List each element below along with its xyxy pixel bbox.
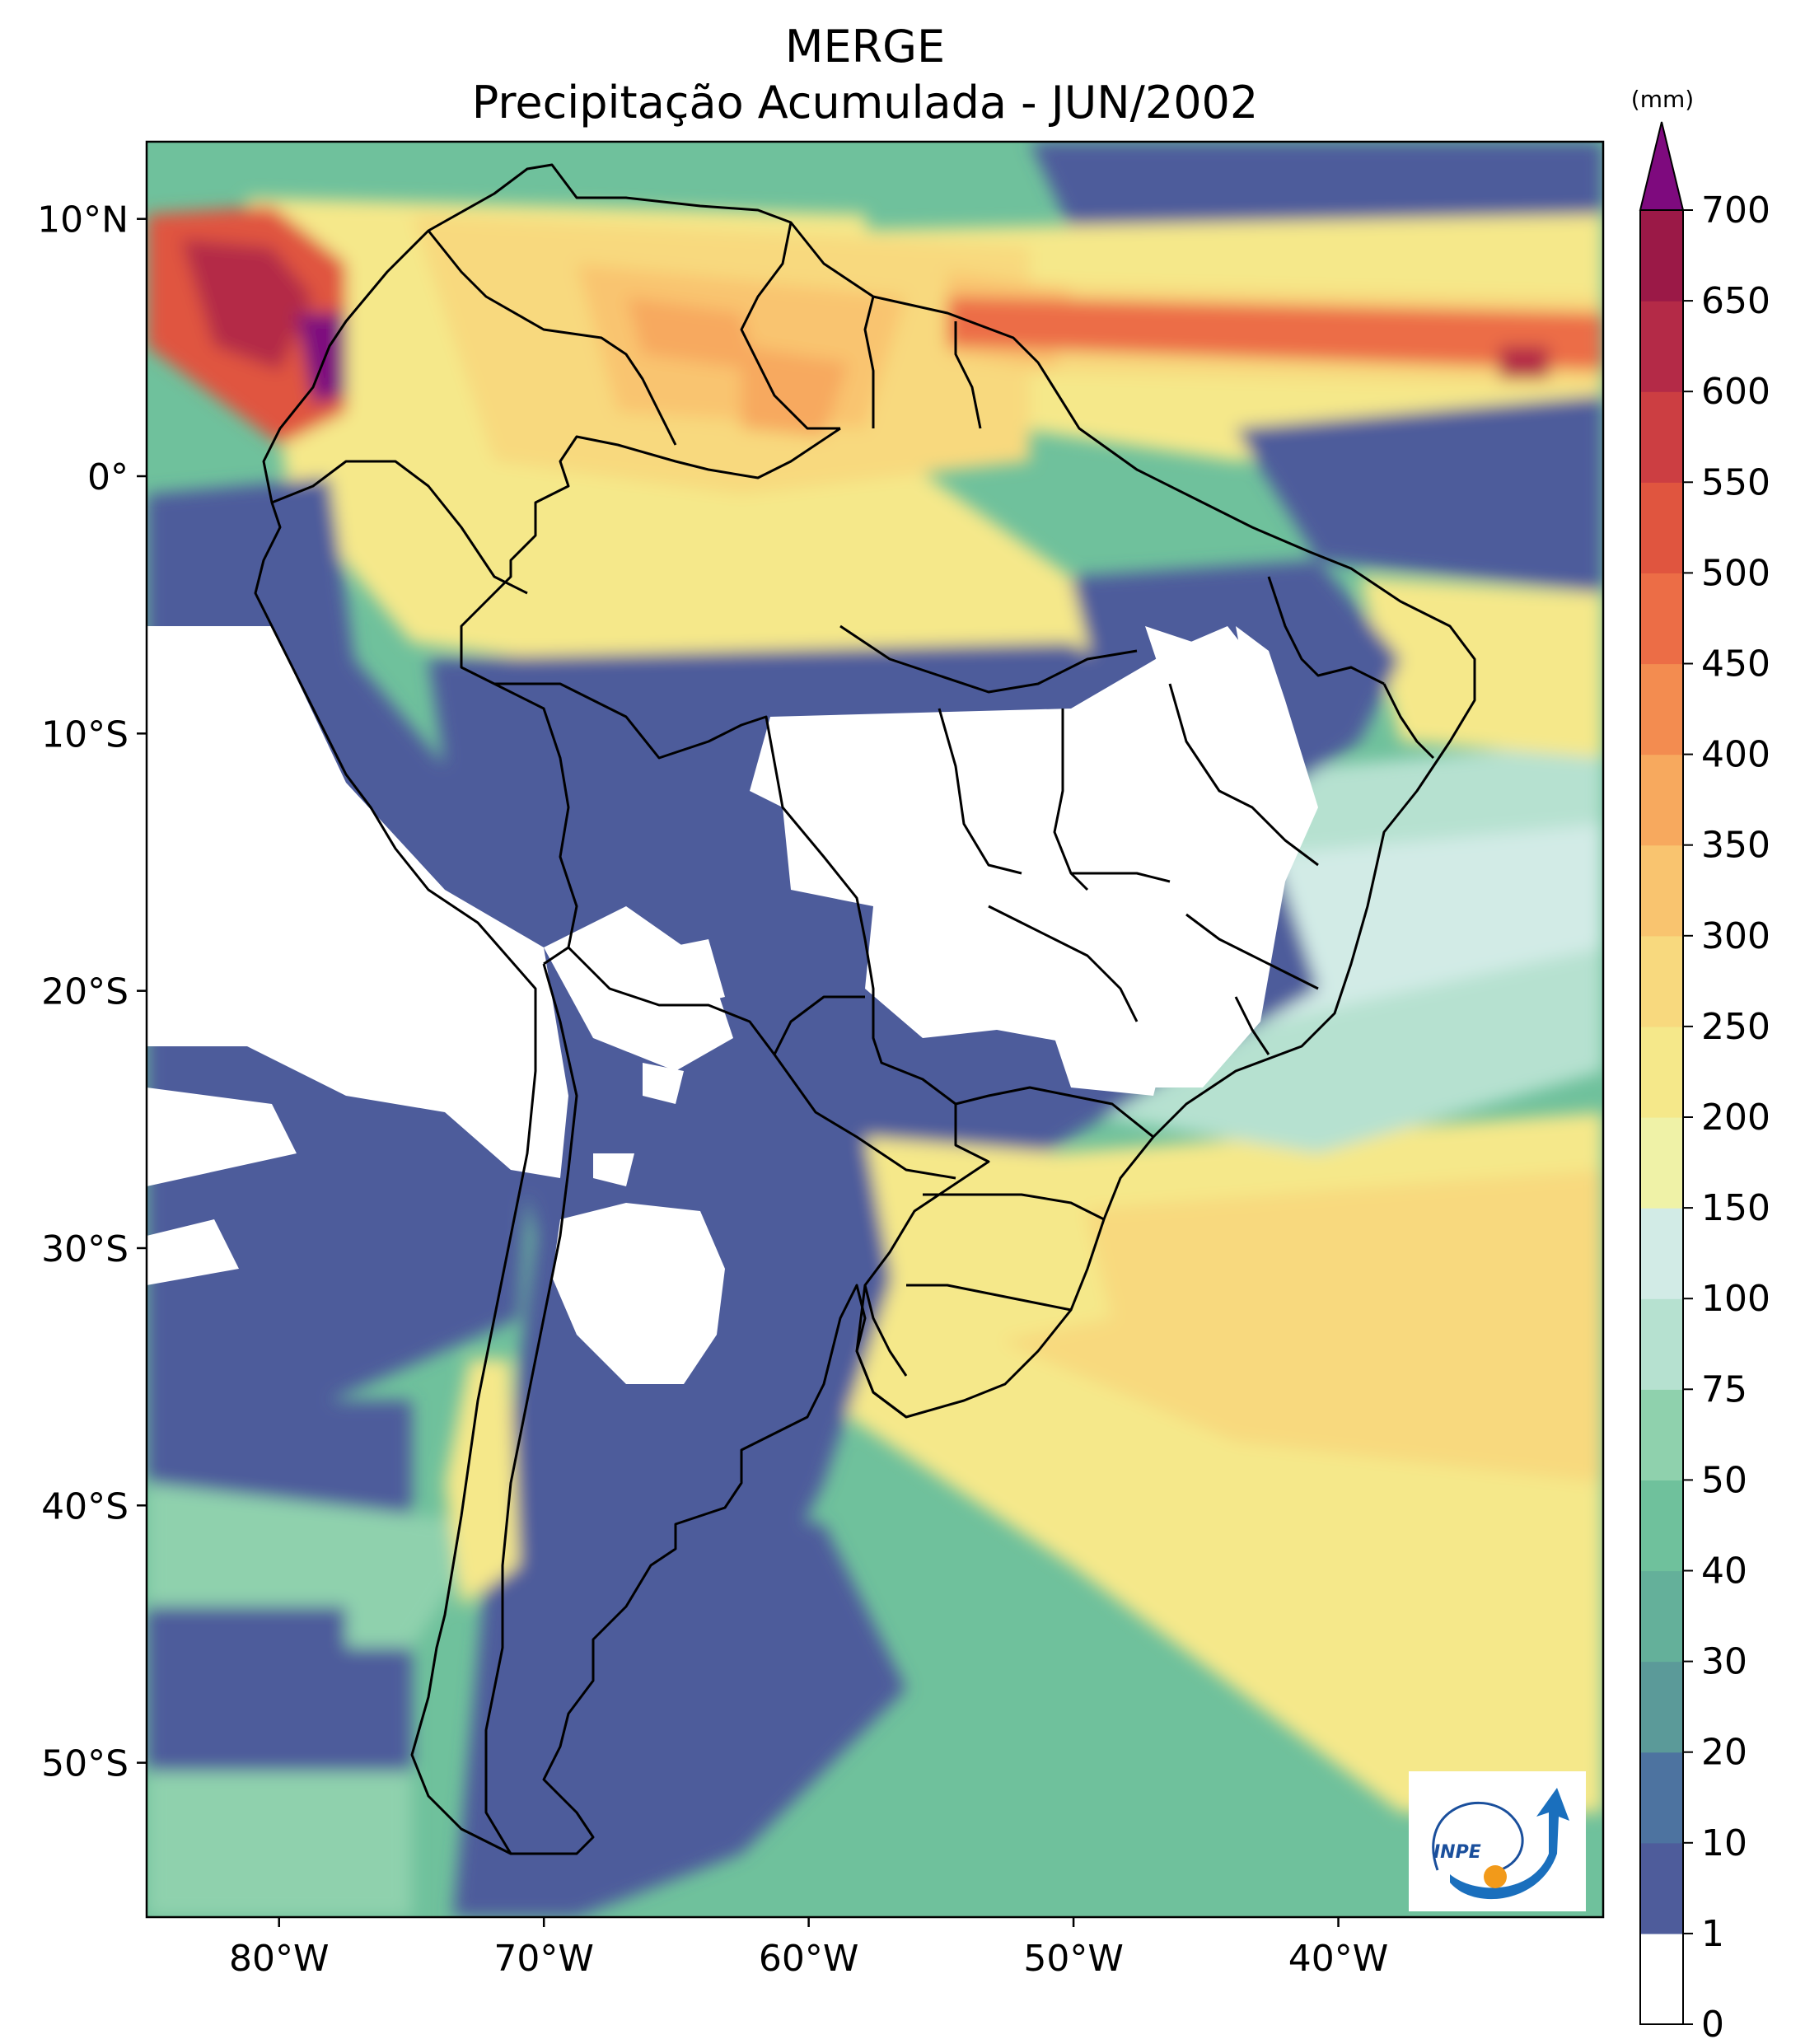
colorbar-segment bbox=[1640, 755, 1683, 846]
colorbar-tick-label: 75 bbox=[1701, 1368, 1747, 1410]
x-axis: 80°W 70°W 60°W 50°W 40°W bbox=[229, 1917, 1388, 1980]
colorbar-tick-label: 500 bbox=[1701, 552, 1770, 594]
y-axis: 10°N 0° 10°S 20°S 30°S 40°S 50°S bbox=[37, 199, 147, 1785]
x-tick-label: 80°W bbox=[229, 1938, 330, 1980]
y-tick-label: 30°S bbox=[41, 1228, 129, 1270]
y-tick-label: 0° bbox=[87, 456, 129, 498]
colorbar: (mm) 0 1 10 20 30 40 50 75 100 150 200 250 300 350 400… bbox=[1631, 86, 1770, 2044]
colorbar-segment bbox=[1640, 845, 1683, 937]
y-tick-label: 50°S bbox=[41, 1743, 129, 1785]
colorbar-extend-arrow bbox=[1640, 122, 1683, 210]
colorbar-segment bbox=[1640, 664, 1683, 755]
colorbar-segment bbox=[1640, 1208, 1683, 1299]
colorbar-segment bbox=[1640, 1027, 1683, 1118]
colorbar-tick-label: 150 bbox=[1701, 1187, 1770, 1229]
colorbar-tick-label: 100 bbox=[1701, 1278, 1770, 1320]
colorbar-segment bbox=[1640, 482, 1683, 573]
colorbar-tick-label: 40 bbox=[1701, 1551, 1747, 1593]
colorbar-segment bbox=[1640, 1480, 1683, 1571]
colorbar-segment bbox=[1640, 936, 1683, 1027]
colorbar-tick-label: 650 bbox=[1701, 280, 1770, 322]
colorbar-segment bbox=[1640, 1752, 1683, 1844]
colorbar-segment bbox=[1640, 1389, 1683, 1480]
colorbar-tick-label: 600 bbox=[1701, 371, 1770, 413]
colorbar-segment bbox=[1640, 301, 1683, 392]
colorbar-segment bbox=[1640, 1298, 1683, 1390]
colorbar-tick-label: 30 bbox=[1701, 1641, 1747, 1683]
y-tick-label: 40°S bbox=[41, 1485, 129, 1527]
x-tick-label: 40°W bbox=[1288, 1938, 1389, 1980]
colorbar-tick-label: 20 bbox=[1701, 1732, 1747, 1774]
y-tick-label: 20°S bbox=[41, 971, 129, 1013]
colorbar-tick-label: 550 bbox=[1701, 461, 1770, 503]
logo-sun-icon bbox=[1484, 1865, 1507, 1888]
logo-text: INPE bbox=[1433, 1842, 1481, 1863]
colorbar-tick-label: 10 bbox=[1701, 1822, 1747, 1864]
colorbar-unit: (mm) bbox=[1631, 86, 1694, 113]
colorbar-tick-label: 700 bbox=[1701, 189, 1770, 232]
colorbar-segment bbox=[1640, 1662, 1683, 1753]
colorbar-segment bbox=[1640, 391, 1683, 483]
colorbar-segment bbox=[1640, 1934, 1683, 2025]
colorbar-tick-label: 50 bbox=[1701, 1459, 1747, 1501]
colorbar-tick-label: 400 bbox=[1701, 734, 1770, 776]
y-tick-label: 10°S bbox=[41, 713, 129, 755]
colorbar-tick-label: 300 bbox=[1701, 915, 1770, 957]
inpe-logo: INPE bbox=[1409, 1771, 1586, 1911]
colorbar-segment bbox=[1640, 1571, 1683, 1663]
colorbar-tick-label: 450 bbox=[1701, 643, 1770, 685]
x-tick-label: 60°W bbox=[759, 1938, 859, 1980]
precipitation-map: 80°W 70°W 60°W 50°W 40°W 10°N 0° 10°S 20°S 30°S 4… bbox=[0, 0, 1805, 2044]
colorbar-tick-label: 0 bbox=[1701, 2004, 1724, 2044]
y-tick-label: 10°N bbox=[37, 199, 129, 241]
x-tick-label: 50°W bbox=[1023, 1938, 1124, 1980]
colorbar-tick-label: 250 bbox=[1701, 1006, 1770, 1048]
colorbar-tick-label: 350 bbox=[1701, 825, 1770, 867]
colorbar-segment bbox=[1640, 1117, 1683, 1209]
x-tick-label: 70°W bbox=[493, 1938, 594, 1980]
colorbar-segment bbox=[1640, 210, 1683, 302]
colorbar-segment bbox=[1640, 573, 1683, 664]
precipitation-field bbox=[147, 142, 1603, 1917]
colorbar-tick-label: 200 bbox=[1701, 1097, 1770, 1139]
colorbar-segment bbox=[1640, 1843, 1683, 1934]
colorbar-tick-label: 1 bbox=[1701, 1913, 1724, 1955]
